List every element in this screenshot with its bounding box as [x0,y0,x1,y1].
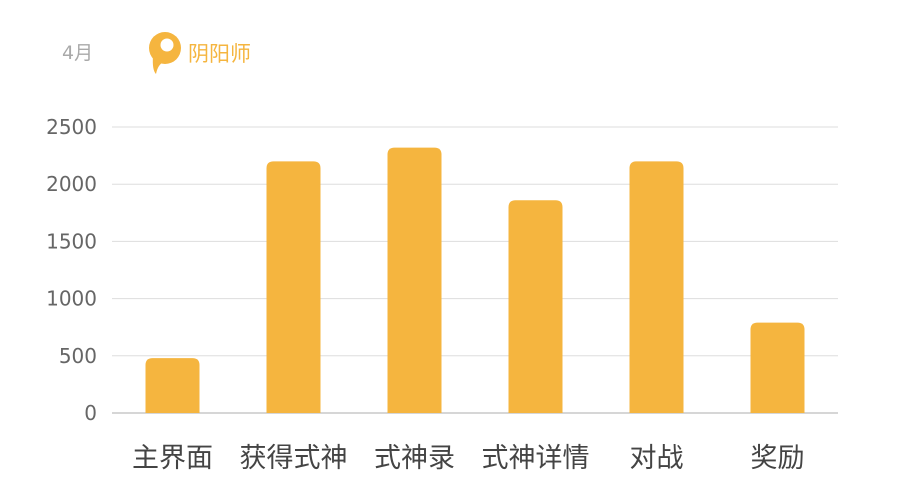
y-tick-label-2500: 2500 [46,115,97,139]
pin-logo-icon [149,32,181,74]
month-label: 4月 [62,42,94,64]
x-category-label-2: 式神录 [374,443,455,474]
y-tick-label-2000: 2000 [46,172,97,196]
x-category-label-3: 式神详情 [482,443,590,474]
bar-0 [145,358,200,413]
bar-4 [629,161,684,413]
bar-3 [508,200,563,413]
bar-5 [750,322,805,413]
x-category-label-0: 主界面 [132,443,213,474]
bar-1 [266,161,321,413]
y-tick-label-0: 0 [84,401,97,425]
x-category-label-4: 对战 [630,443,684,474]
brand-name: 阴阳师 [188,42,251,66]
y-tick-label-500: 500 [59,344,97,368]
bar-2 [387,147,442,414]
y-tick-label-1500: 1500 [46,229,97,253]
y-tick-label-1000: 1000 [46,287,97,311]
x-category-label-1: 获得式神 [240,443,348,474]
brand: 阴阳师 [146,30,251,76]
x-category-label-5: 奖励 [751,443,805,474]
